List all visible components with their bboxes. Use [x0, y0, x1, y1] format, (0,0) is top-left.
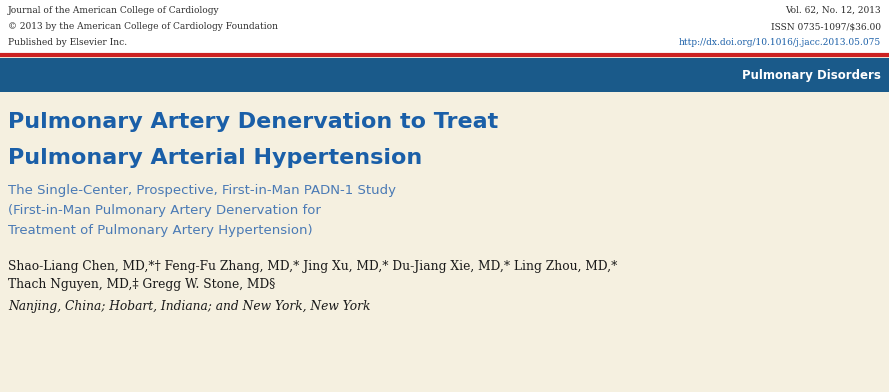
Text: Pulmonary Artery Denervation to Treat: Pulmonary Artery Denervation to Treat [8, 112, 498, 132]
Text: Shao-Liang Chen, MD,*† Feng-Fu Zhang, MD,* Jing Xu, MD,* Du-Jiang Xie, MD,* Ling: Shao-Liang Chen, MD,*† Feng-Fu Zhang, MD… [8, 260, 617, 273]
Text: (First-in-Man Pulmonary Artery Denervation for: (First-in-Man Pulmonary Artery Denervati… [8, 204, 321, 217]
Text: ISSN 0735-1097/$36.00: ISSN 0735-1097/$36.00 [771, 22, 881, 31]
Text: The Single-Center, Prospective, First-in-Man PADN-1 Study: The Single-Center, Prospective, First-in… [8, 184, 396, 197]
Text: Vol. 62, No. 12, 2013: Vol. 62, No. 12, 2013 [785, 6, 881, 15]
Bar [0, 58, 889, 92]
Text: Thach Nguyen, MD,‡ Gregg W. Stone, MD§: Thach Nguyen, MD,‡ Gregg W. Stone, MD§ [8, 278, 276, 291]
Text: Nanjing, China; Hobart, Indiana; and New York, New York: Nanjing, China; Hobart, Indiana; and New… [8, 300, 371, 313]
Text: Pulmonary Arterial Hypertension: Pulmonary Arterial Hypertension [8, 148, 422, 168]
Text: Treatment of Pulmonary Artery Hypertension): Treatment of Pulmonary Artery Hypertensi… [8, 224, 313, 237]
Text: © 2013 by the American College of Cardiology Foundation: © 2013 by the American College of Cardio… [8, 22, 278, 31]
Text: Journal of the American College of Cardiology: Journal of the American College of Cardi… [8, 6, 220, 15]
Bar [0, 0, 889, 55]
Text: http://dx.doi.org/10.1016/j.jacc.2013.05.075: http://dx.doi.org/10.1016/j.jacc.2013.05… [678, 38, 881, 47]
Text: Pulmonary Disorders: Pulmonary Disorders [742, 69, 881, 82]
Text: Published by Elsevier Inc.: Published by Elsevier Inc. [8, 38, 127, 47]
